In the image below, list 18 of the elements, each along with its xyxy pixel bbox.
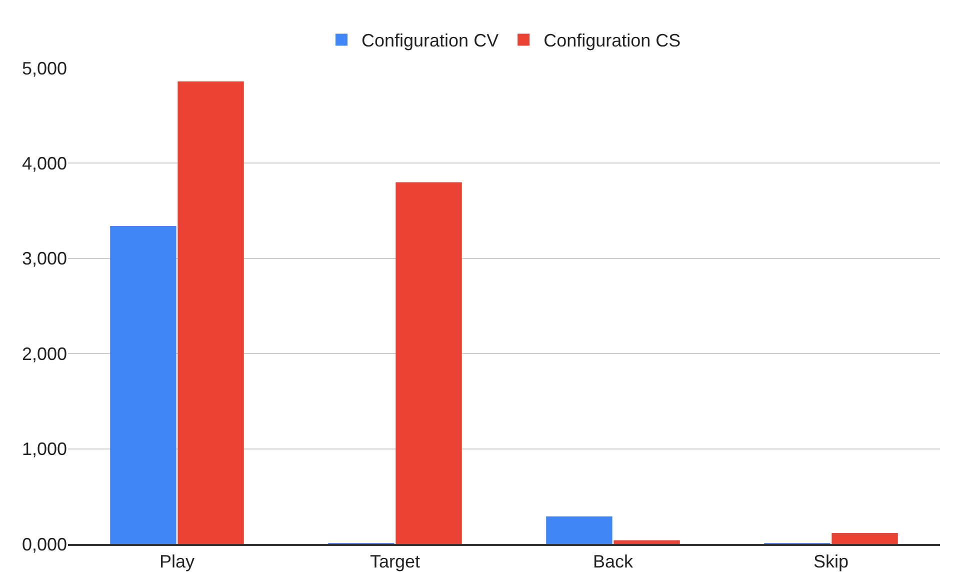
- legend-label: Configuration CV: [362, 30, 499, 51]
- bar: [178, 81, 244, 544]
- x-tick-label: Back: [592, 551, 634, 572]
- y-tick-label: 4,000: [22, 154, 67, 174]
- y-tick-label: 5,000: [22, 58, 67, 78]
- bar: [110, 226, 176, 544]
- y-tick-label: 0,000: [22, 534, 67, 554]
- bar: [396, 182, 462, 544]
- y-tick-label: 2,000: [22, 344, 67, 364]
- y-tick-label: 1,000: [22, 439, 67, 460]
- bar: [614, 540, 680, 544]
- bar: [832, 533, 898, 544]
- legend-label: Configuration CS: [544, 30, 681, 51]
- bar: [546, 516, 612, 544]
- y-tick-label: 3,000: [22, 248, 67, 269]
- x-tick-label: Target: [370, 551, 420, 572]
- x-tick-label: Skip: [813, 551, 849, 572]
- x-tick-label: Play: [159, 551, 195, 572]
